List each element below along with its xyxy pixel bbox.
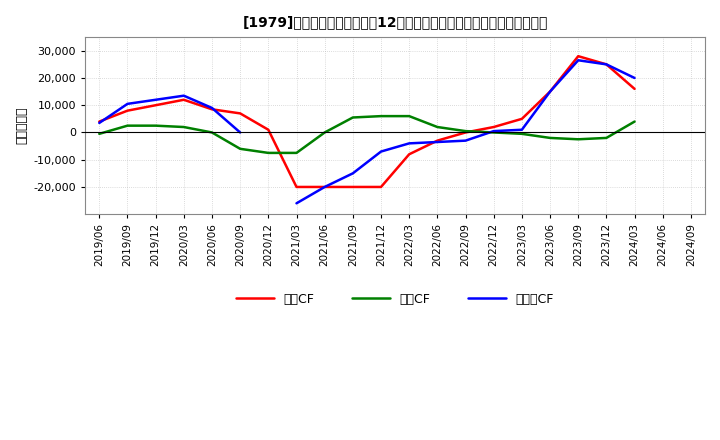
営業CF xyxy=(348,184,357,190)
フリーCF xyxy=(207,105,216,110)
営業CF xyxy=(292,184,301,190)
投賃CF xyxy=(123,123,132,128)
Y-axis label: （百万円）: （百万円） xyxy=(15,107,28,144)
投賃CF xyxy=(236,146,245,151)
営業CF xyxy=(179,97,188,103)
投賃CF xyxy=(630,119,639,124)
投賃CF xyxy=(151,123,160,128)
営業CF xyxy=(490,125,498,130)
Line: フリーCF: フリーCF xyxy=(99,95,240,132)
Line: 営業CF: 営業CF xyxy=(99,56,634,187)
営業CF xyxy=(320,184,329,190)
投賃CF xyxy=(433,125,441,130)
投賃CF xyxy=(348,115,357,120)
投賃CF xyxy=(179,125,188,130)
投賃CF xyxy=(490,130,498,135)
営業CF xyxy=(462,130,470,135)
フリーCF xyxy=(95,120,104,125)
投賃CF xyxy=(602,135,611,140)
投賃CF xyxy=(377,114,385,119)
フリーCF xyxy=(151,97,160,103)
営業CF xyxy=(630,86,639,92)
投賃CF xyxy=(574,137,582,142)
Legend: 営業CF, 投賃CF, フリーCF: 営業CF, 投賃CF, フリーCF xyxy=(231,288,559,311)
営業CF xyxy=(518,116,526,121)
営業CF xyxy=(264,127,273,132)
営業CF xyxy=(236,111,245,116)
投賃CF xyxy=(546,135,554,140)
投賃CF xyxy=(207,130,216,135)
営業CF xyxy=(207,106,216,112)
投賃CF xyxy=(518,131,526,136)
営業CF xyxy=(546,89,554,94)
投賃CF xyxy=(462,128,470,134)
投賃CF xyxy=(264,150,273,156)
営業CF xyxy=(433,138,441,143)
営業CF xyxy=(95,119,104,124)
営業CF xyxy=(377,184,385,190)
Title: [1979]　キャッシュフローの12か月移動合計の対前年同期増減額の推移: [1979] キャッシュフローの12か月移動合計の対前年同期増減額の推移 xyxy=(243,15,548,29)
営業CF xyxy=(123,108,132,114)
フリーCF xyxy=(179,93,188,98)
投賃CF xyxy=(95,131,104,136)
投賃CF xyxy=(292,150,301,156)
営業CF xyxy=(151,103,160,108)
営業CF xyxy=(405,152,413,157)
フリーCF xyxy=(236,130,245,135)
営業CF xyxy=(574,54,582,59)
投賃CF xyxy=(405,114,413,119)
フリーCF xyxy=(123,101,132,106)
営業CF xyxy=(602,62,611,67)
Line: 投賃CF: 投賃CF xyxy=(99,116,634,153)
投賃CF xyxy=(320,130,329,135)
